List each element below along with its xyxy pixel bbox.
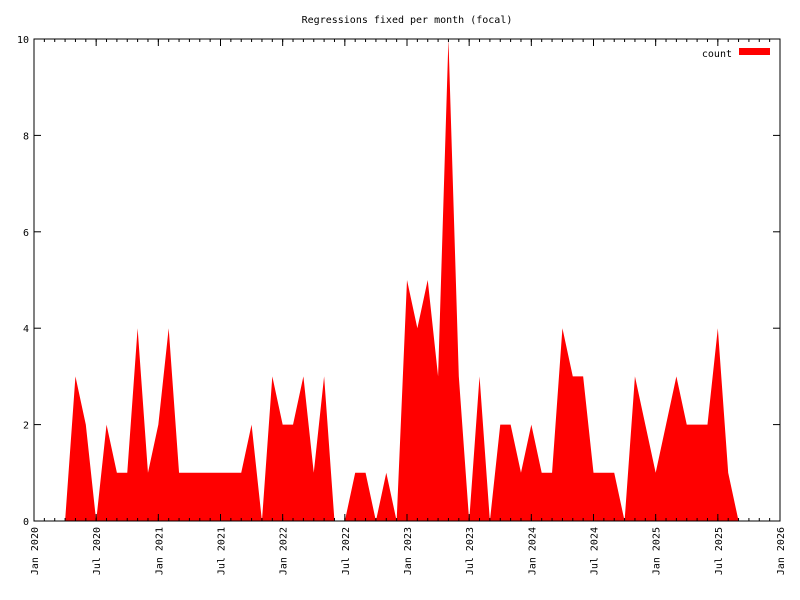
x-tick-label-0: Jan 2020 xyxy=(30,527,41,575)
y-tick-label-8: 8 xyxy=(23,131,29,142)
x-tick-label-2: Jan 2021 xyxy=(154,527,165,575)
area-series-count xyxy=(65,39,739,521)
x-tick-label-3: Jul 2021 xyxy=(217,527,228,575)
y-tick-label-6: 6 xyxy=(23,228,29,239)
y-tick-label-0: 0 xyxy=(23,517,29,528)
x-tick-label-6: Jan 2023 xyxy=(403,527,414,575)
plot-area xyxy=(65,39,739,521)
legend: count xyxy=(702,48,770,60)
x-tick-label-10: Jan 2025 xyxy=(652,527,663,575)
x-tick-label-8: Jan 2024 xyxy=(527,527,538,575)
x-tick-label-5: Jul 2022 xyxy=(341,527,352,575)
axes: 0 2 4 6 8 10 Jan 2020 Jul 2020 Jan 2021 Jul 2021 J… xyxy=(17,35,787,575)
x-tick-label-7: Jul 2023 xyxy=(465,527,476,575)
x-tick-label-11: Jul 2025 xyxy=(714,527,725,575)
x-tick-label-9: Jul 2024 xyxy=(590,527,601,575)
x-tick-label-12: Jan 2026 xyxy=(776,527,787,575)
legend-swatch-count xyxy=(739,48,770,55)
x-tick-label-4: Jan 2022 xyxy=(279,527,290,575)
x-tick-label-1: Jul 2020 xyxy=(92,527,103,575)
y-tick-label-2: 2 xyxy=(23,421,29,432)
legend-label-count: count xyxy=(702,49,732,60)
y-tick-label-10: 10 xyxy=(17,35,29,46)
chart-title: Regressions fixed per month (focal) xyxy=(302,15,513,26)
y-tick-label-4: 4 xyxy=(23,324,29,335)
